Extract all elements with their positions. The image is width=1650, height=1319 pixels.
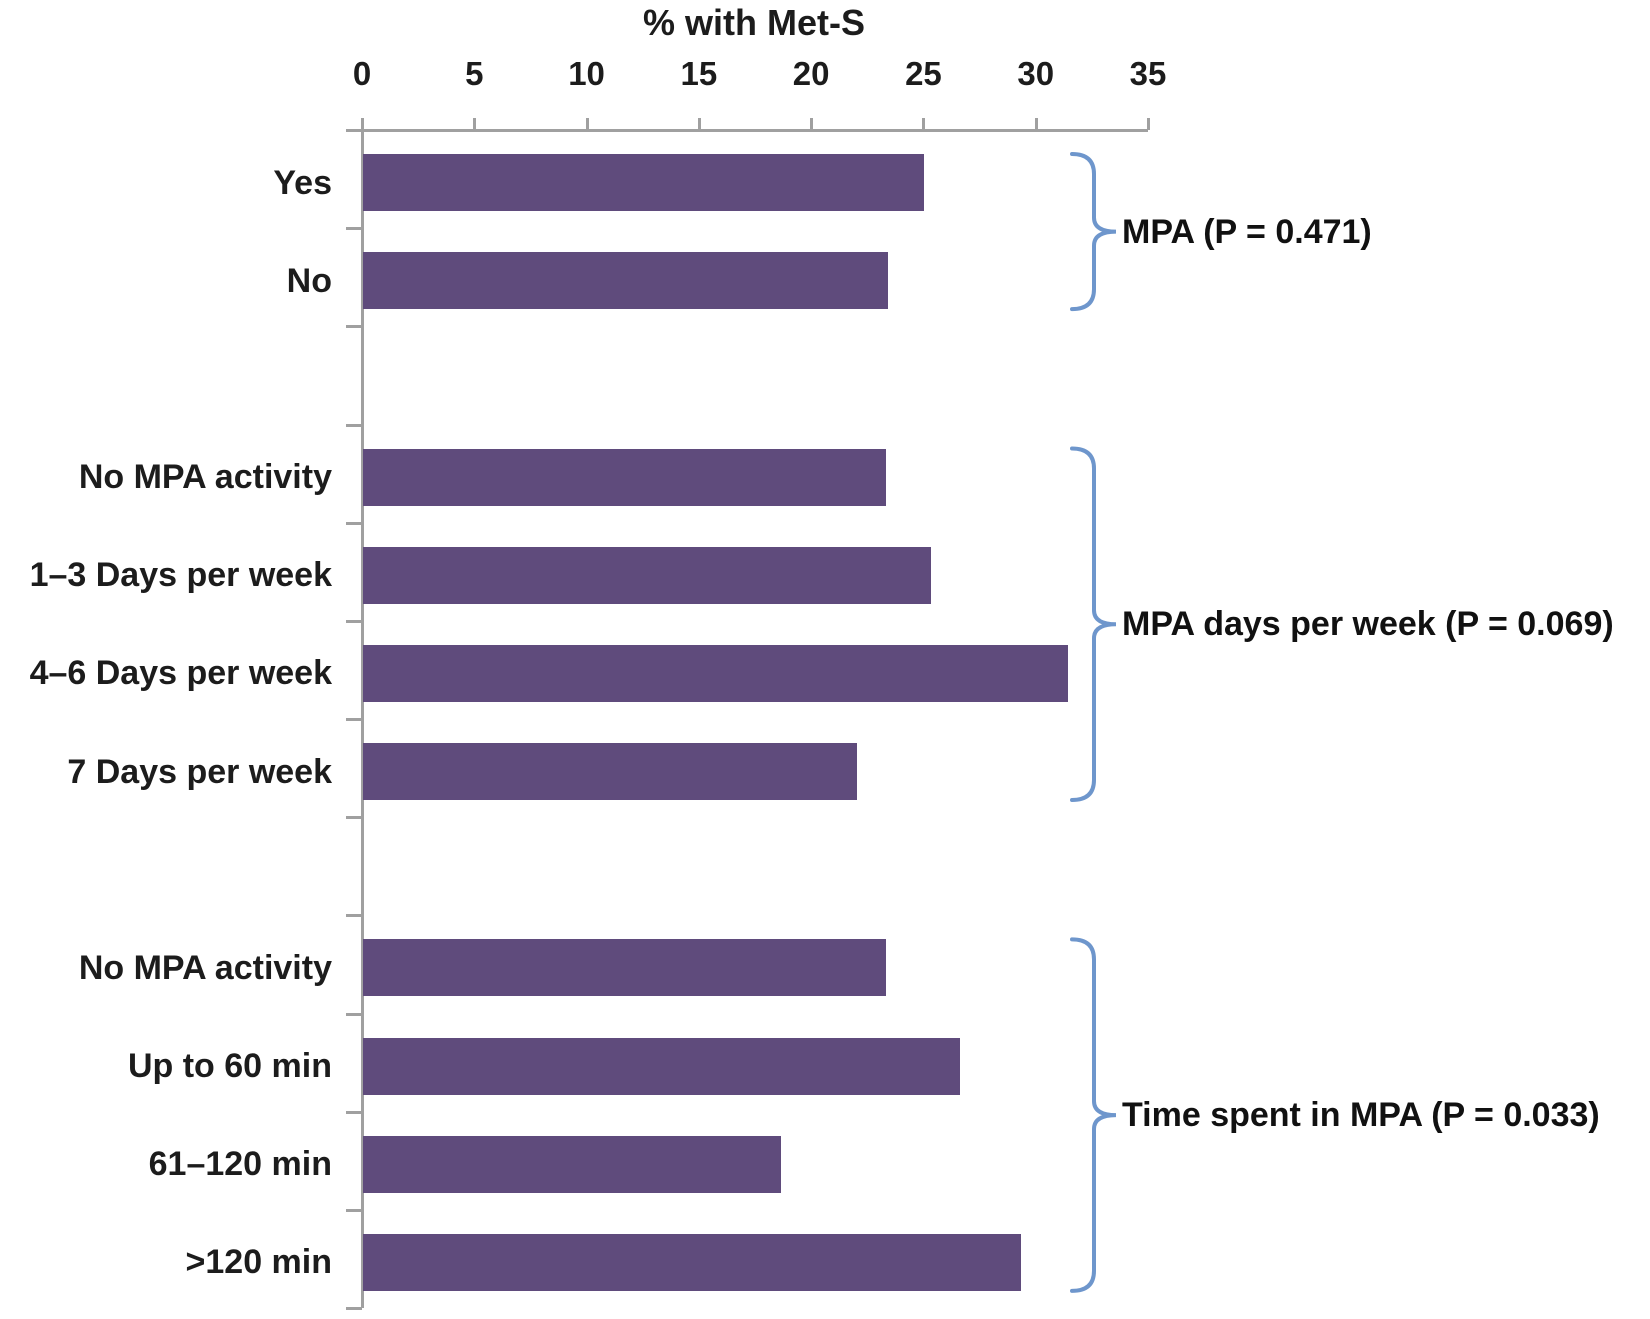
x-tick-mark <box>1147 118 1150 130</box>
x-tick-mark <box>922 118 926 130</box>
category-tick-mark <box>346 227 362 231</box>
category-tick-mark <box>346 521 362 525</box>
category-label: >120 min <box>185 1243 332 1282</box>
bar <box>363 644 1069 702</box>
category-axis-line <box>361 118 364 1308</box>
x-tick-mark <box>473 118 477 130</box>
category-label: Up to 60 min <box>127 1047 332 1085</box>
bar <box>363 1135 781 1193</box>
x-tick-label: 30 <box>1017 55 1055 92</box>
category-label: 1–3 Days per week <box>29 556 332 595</box>
x-tick-label: 35 <box>1129 55 1167 92</box>
category-tick-mark <box>346 423 362 427</box>
x-tick-label: 5 <box>465 55 484 92</box>
bar <box>363 546 932 604</box>
category-tick-mark <box>346 816 362 820</box>
category-tick-mark <box>346 619 362 623</box>
group-bracket <box>1070 152 1117 312</box>
x-tick-mark <box>697 118 701 130</box>
category-tick-mark <box>346 1012 362 1016</box>
group-label: MPA days per week (P = 0.069) <box>1122 605 1614 644</box>
category-label: No MPA activity <box>78 948 332 987</box>
category-tick-mark <box>346 1208 362 1212</box>
bar <box>363 252 889 310</box>
x-tick-mark <box>361 118 364 130</box>
category-tick-mark <box>346 129 362 132</box>
category-tick-mark <box>346 1110 362 1114</box>
category-tick-mark <box>346 1307 362 1310</box>
x-tick-mark <box>810 118 814 130</box>
x-tick-label: 20 <box>792 55 830 92</box>
value-axis-line <box>346 129 1148 132</box>
bar <box>363 743 858 800</box>
category-tick-mark <box>346 914 362 918</box>
category-label: No <box>286 261 332 300</box>
bar <box>363 448 887 506</box>
group-label: Time spent in MPA (P = 0.033) <box>1122 1096 1600 1135</box>
category-label: No MPA activity <box>78 458 332 496</box>
category-tick-mark <box>346 718 362 721</box>
bar <box>363 1233 1021 1291</box>
x-tick-mark <box>1034 118 1038 130</box>
x-tick-label: 15 <box>680 55 718 92</box>
category-label: 61–120 min <box>148 1145 332 1184</box>
x-tick-label: 10 <box>568 55 605 92</box>
group-label: MPA (P = 0.471) <box>1122 212 1372 251</box>
category-label: Yes <box>273 163 332 202</box>
category-label: 7 Days per week <box>67 752 332 791</box>
bar <box>363 1037 961 1095</box>
group-bracket <box>1070 937 1117 1293</box>
category-tick-mark <box>346 325 362 329</box>
x-tick-label: 0 <box>352 55 372 92</box>
group-bracket <box>1070 446 1117 802</box>
bar <box>363 154 925 211</box>
x-tick-mark <box>585 118 589 130</box>
value-axis-title: % with Met-S <box>643 2 865 43</box>
x-tick-label: 25 <box>905 55 942 92</box>
bar <box>363 939 887 997</box>
category-label: 4–6 Days per week <box>29 654 332 693</box>
